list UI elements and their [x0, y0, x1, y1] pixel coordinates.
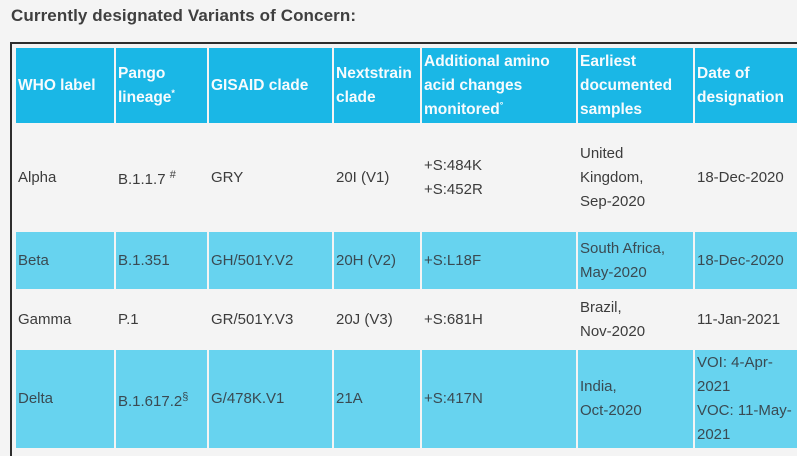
cell-who-label: Beta [16, 232, 114, 289]
cell-earliest-samples: India, Oct-2020 [578, 350, 693, 448]
cell-gisaid-clade: GH/501Y.V2 [209, 232, 332, 289]
cell-pango-lineage: P.1 [116, 291, 207, 348]
table-header-row: WHO label Pango lineage* GISAID clade Ne… [16, 48, 797, 123]
table-row: Alpha B.1.1.7 # GRY 20I (V1) +S:484K +S:4… [16, 125, 797, 230]
header-pango-lineage: Pango lineage* [116, 48, 207, 123]
cell-date-of-designation: 18-Dec-2020 [695, 232, 797, 289]
cell-date-of-designation: 11-Jan-2021 [695, 291, 797, 348]
cell-pango-lineage: B.1.1.7 # [116, 125, 207, 230]
cell-earliest-samples: United Kingdom, Sep-2020 [578, 125, 693, 230]
header-nextstrain-clade: Nextstrain clade [334, 48, 420, 123]
header-amino-acid-changes: Additional amino acid changes monitored° [422, 48, 576, 123]
header-footnote-mark: ° [499, 99, 504, 110]
cell-who-label: Delta [16, 350, 114, 448]
table-row: Beta B.1.351 GH/501Y.V2 20H (V2) +S:L18F… [16, 232, 797, 289]
cell-gisaid-clade: G/478K.V1 [209, 350, 332, 448]
cell-date-of-designation: VOI: 4-Apr- 2021 VOC: 11-May- 2021 [695, 350, 797, 448]
cell-nextstrain-clade: 21A [334, 350, 420, 448]
cell-nextstrain-clade: 20J (V3) [334, 291, 420, 348]
cell-who-label: Gamma [16, 291, 114, 348]
table-row: Gamma P.1 GR/501Y.V3 20J (V3) +S:681H Br… [16, 291, 797, 348]
cell-amino-acid-changes: +S:L18F [422, 232, 576, 289]
table-row: Delta B.1.617.2§ G/478K.V1 21A +S:417N I… [16, 350, 797, 448]
cell-amino-acid-changes: +S:484K +S:452R [422, 125, 576, 230]
cell-earliest-samples: Brazil, Nov-2020 [578, 291, 693, 348]
cell-amino-acid-changes: +S:417N [422, 350, 576, 448]
header-who-label: WHO label [16, 48, 114, 123]
cell-nextstrain-clade: 20I (V1) [334, 125, 420, 230]
footnote-mark: # [169, 169, 176, 181]
cell-date-of-designation: 18-Dec-2020 [695, 125, 797, 230]
cell-pango-lineage: B.1.617.2§ [116, 350, 207, 448]
cell-pango-lineage: B.1.351 [116, 232, 207, 289]
cell-gisaid-clade: GRY [209, 125, 332, 230]
footnote-mark: § [182, 390, 189, 403]
cell-amino-acid-changes: +S:681H [422, 291, 576, 348]
variants-table-frame: WHO label Pango lineage* GISAID clade Ne… [10, 42, 797, 456]
cell-gisaid-clade: GR/501Y.V3 [209, 291, 332, 348]
header-gisaid-clade: GISAID clade [209, 48, 332, 123]
cell-who-label: Alpha [16, 125, 114, 230]
header-earliest-samples: Earliest documented samples [578, 48, 693, 123]
header-date-of-designation: Date of designation [695, 48, 797, 123]
variants-of-concern-table: WHO label Pango lineage* GISAID clade Ne… [14, 46, 797, 450]
cell-nextstrain-clade: 20H (V2) [334, 232, 420, 289]
cell-earliest-samples: South Africa, May-2020 [578, 232, 693, 289]
header-footnote-mark: * [171, 87, 175, 98]
page-heading: Currently designated Variants of Concern… [11, 6, 357, 25]
